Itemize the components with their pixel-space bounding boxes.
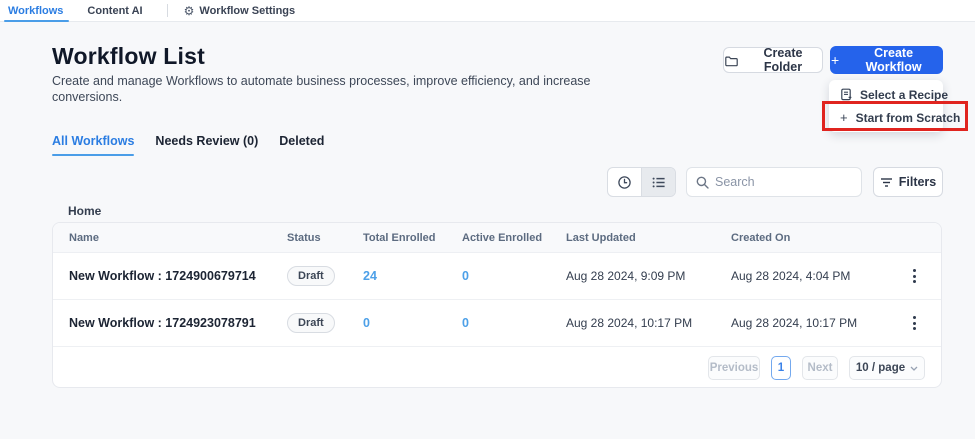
page-number-button[interactable]: 1 [771, 356, 791, 380]
menu-item-start-from-scratch[interactable]: + Start from Scratch [829, 106, 960, 129]
page-size-select[interactable]: 10 / page [849, 356, 925, 380]
workflow-name-link[interactable]: New Workflow : 1724923078791 [69, 316, 256, 330]
create-workflow-label: Create Workflow [865, 46, 922, 74]
menu-item-select-recipe[interactable]: Select a Recipe [829, 83, 948, 106]
search-input[interactable] [715, 175, 852, 189]
active-enrolled-link[interactable]: 0 [462, 316, 469, 330]
workflow-table-card: Name Status Total Enrolled Active Enroll… [52, 222, 942, 388]
created-on-value: Aug 28 2024, 4:04 PM [731, 269, 851, 283]
nav-tab-content-ai[interactable]: Content AI [87, 4, 143, 17]
breadcrumb[interactable]: Home [68, 204, 102, 218]
previous-page-button[interactable]: Previous [708, 356, 760, 380]
nav-tab-workflows[interactable]: Workflows [3, 0, 70, 22]
column-header-last-updated: Last Updated [566, 231, 636, 244]
total-enrolled-link[interactable]: 0 [363, 316, 370, 330]
create-workflow-button[interactable]: + Create Workflow [830, 46, 943, 74]
workflow-tabs: All Workflows Needs Review (0) Deleted [52, 134, 324, 156]
page-content: Workflow List Create and manage Workflow… [0, 22, 975, 439]
page-title: Workflow List [52, 43, 205, 69]
workflow-name-link[interactable]: New Workflow : 1724900679714 [69, 269, 256, 283]
page-description-line2: conversions. [52, 89, 123, 104]
create-folder-label: Create Folder [763, 46, 803, 74]
row-actions-kebab-icon[interactable] [904, 313, 924, 333]
workflow-settings-label: Workflow Settings [199, 4, 296, 17]
page-description: Create and manage Workflows to automate … [52, 74, 590, 105]
next-page-button[interactable]: Next [802, 356, 838, 380]
select-recipe-label: Select a Recipe [860, 87, 949, 102]
row-actions-kebab-icon[interactable] [904, 266, 924, 286]
last-updated-value: Aug 28 2024, 9:09 PM [566, 269, 686, 283]
column-header-created-on: Created On [731, 231, 791, 244]
column-header-status: Status [287, 231, 321, 244]
list-view-button[interactable] [641, 168, 675, 196]
total-enrolled-link[interactable]: 24 [363, 269, 377, 283]
gear-icon: ⚙ [183, 3, 195, 18]
create-folder-button[interactable]: Create Folder [723, 46, 823, 74]
folder-icon [724, 54, 738, 67]
list-view-icon [652, 176, 666, 189]
chevron-down-icon [910, 366, 918, 371]
recipe-icon [840, 88, 852, 101]
status-badge: Draft [287, 313, 335, 333]
plus-icon: + [831, 51, 840, 68]
top-navigation: Workflows Content AI ⚙ Workflow Settings [0, 0, 975, 22]
active-enrolled-link[interactable]: 0 [462, 269, 469, 283]
recent-view-button[interactable] [608, 168, 641, 196]
column-header-name: Name [69, 231, 99, 244]
status-badge: Draft [287, 266, 335, 286]
page-description-line1: Create and manage Workflows to automate … [52, 74, 591, 88]
table-header-row: Name Status Total Enrolled Active Enroll… [53, 223, 941, 253]
view-mode-toggle [607, 167, 676, 197]
search-box [686, 167, 862, 197]
last-updated-value: Aug 28 2024, 10:17 PM [566, 316, 693, 330]
tab-all-workflows[interactable]: All Workflows [52, 134, 135, 156]
nav-item-workflow-settings[interactable]: ⚙ Workflow Settings [184, 0, 296, 22]
filters-button[interactable]: Filters [873, 167, 943, 197]
table-row: New Workflow : 1724900679714 Draft 24 0 … [53, 253, 941, 300]
nav-divider [166, 4, 168, 17]
column-header-total-enrolled: Total Enrolled [363, 231, 436, 244]
search-icon [696, 176, 709, 189]
table-row: New Workflow : 1724923078791 Draft 0 0 A… [53, 300, 941, 347]
created-on-value: Aug 28 2024, 10:17 PM [731, 316, 858, 330]
tab-deleted[interactable]: Deleted [279, 134, 325, 148]
pagination-bar: Previous 1 Next 10 / page [53, 347, 941, 387]
filter-icon [880, 177, 893, 188]
clock-icon [617, 175, 632, 190]
filters-label: Filters [898, 175, 937, 189]
column-header-active-enrolled: Active Enrolled [462, 231, 543, 244]
tab-needs-review[interactable]: Needs Review (0) [155, 134, 259, 148]
start-from-scratch-label: Start from Scratch [855, 110, 961, 125]
page-size-label: 10 / page [855, 362, 906, 374]
plus-icon: + [840, 109, 848, 125]
create-workflow-dropdown: Select a Recipe + Start from Scratch [829, 80, 960, 132]
